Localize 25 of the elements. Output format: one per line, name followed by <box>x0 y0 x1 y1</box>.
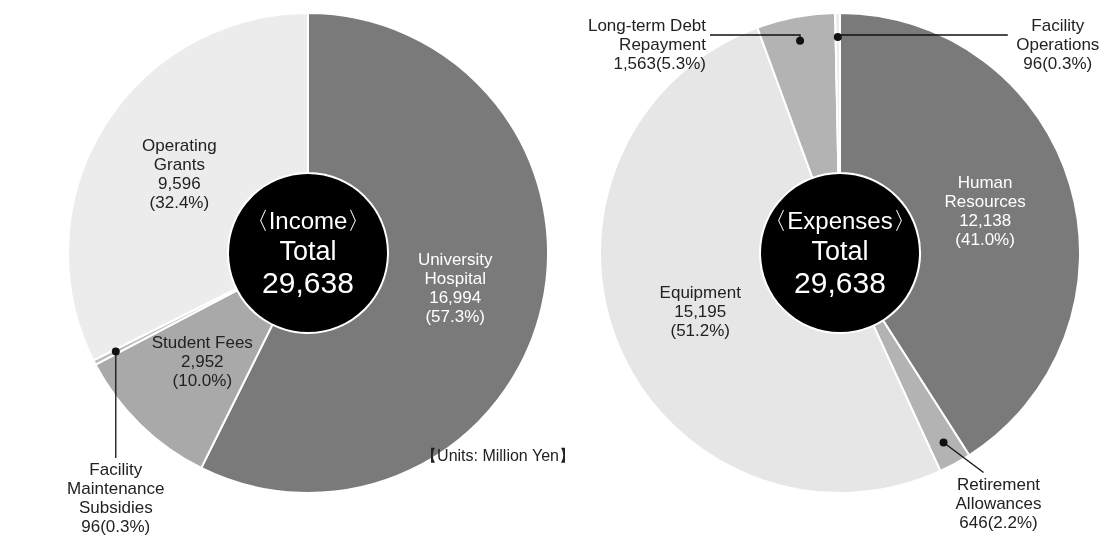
slice-label: Equipment <box>659 282 742 302</box>
slice-label: Retirement Allowances <box>955 474 1042 513</box>
slice-label: Operating Grants <box>142 136 217 174</box>
text: Total <box>811 236 869 266</box>
text: Total <box>279 236 337 266</box>
data-label: 16,994 (57.3%) <box>425 288 485 327</box>
data-label: 646(2.2%) <box>959 512 1038 532</box>
text: 29,638 <box>262 266 354 299</box>
data-label: 12,138 (41.0%) <box>955 211 1015 250</box>
slice-label: Student Fees <box>151 333 253 353</box>
data-label: 96(0.3%) <box>1023 54 1093 73</box>
data-label: 2,952 (10.0%) <box>172 352 233 391</box>
text: 【Units: Million Yen】 <box>421 447 575 464</box>
text: 〈Expenses〉 <box>763 207 917 234</box>
slice-label: Facility Maintenance Subsidies <box>67 460 165 517</box>
text: 29,638 <box>794 266 886 299</box>
slice-label: Long-term Debt Repayment <box>587 16 707 54</box>
slice-label: Facility Operations <box>1016 16 1100 54</box>
slice-label: Human Resources <box>944 173 1026 212</box>
slice-label: University Hospital <box>417 250 494 289</box>
data-label: 96(0.3%) <box>81 517 151 536</box>
data-label: 1,563(5.3%) <box>613 54 707 73</box>
data-label: 15,195 (51.2%) <box>670 301 731 340</box>
data-label: 9,596 (32.4%) <box>149 174 210 212</box>
text: 〈Income〉 <box>244 207 372 234</box>
